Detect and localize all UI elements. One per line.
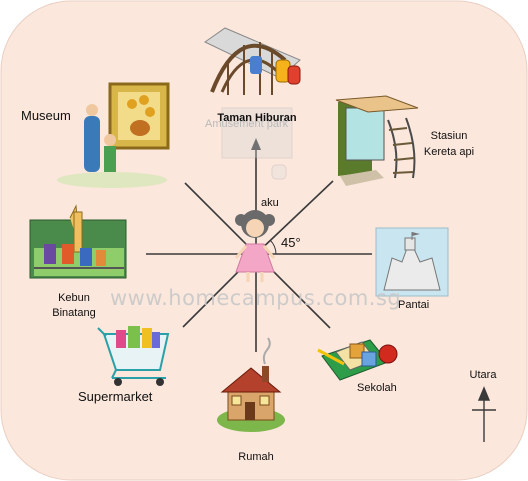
label-taman-hiburan: Taman Hiburan [217,112,297,124]
ghost-sign-text: Amusement park [205,118,289,130]
label-supermarket: Supermarket [78,389,153,404]
label-pantai: Pantai [398,299,430,311]
label-stasiun: Stasiun [430,130,468,142]
label-kereta-api: Kereta api [423,146,475,158]
museum-icon [57,82,170,188]
angle-arc [269,239,277,255]
ghost-sign [221,107,293,180]
label-binatang: Binatang [52,307,96,319]
school-icon [317,339,398,381]
beach-icon [375,227,449,297]
north-arrowhead [251,138,261,150]
label-utara: Utara [469,369,497,381]
supermarket-icon [97,326,170,386]
line-northeast [255,180,334,255]
label-aku: aku [261,197,279,209]
watermark-text: www.homecampus.com.sg [110,286,402,310]
label-rumah: Rumah [238,451,274,463]
label-angle: 45° [281,235,301,250]
line-northwest [184,182,257,255]
compass-north-arrow [472,386,496,442]
amusement-park-icon [204,27,301,95]
train-station-icon [335,95,419,186]
label-museum: Museum [21,108,71,123]
house-icon [217,337,285,432]
zoo-icon [29,204,127,279]
girl-figure [234,210,276,282]
label-kebun: Kebun [58,292,90,304]
label-sekolah: Sekolah [357,382,397,394]
